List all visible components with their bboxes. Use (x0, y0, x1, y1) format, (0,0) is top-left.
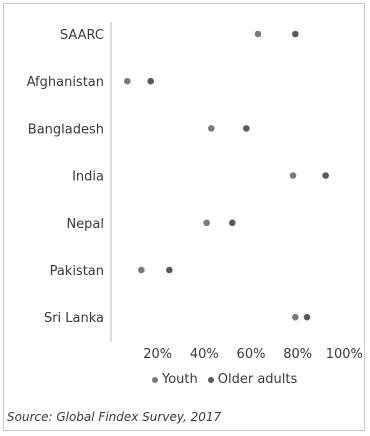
legend-label-youth: Youth (162, 372, 198, 387)
data-point-older-adults (303, 313, 311, 321)
category-label-sri-lanka: Sri Lanka (44, 311, 104, 326)
category-label-pakistan: Pakistan (50, 264, 104, 279)
legend-marker-older-adults (207, 376, 214, 383)
legend-item-youth: Youth (152, 372, 198, 387)
data-point-older-adults (243, 125, 250, 132)
legend-marker-youth (152, 376, 158, 383)
data-point-older-adults (292, 30, 299, 38)
x-tick-label: 100% (326, 347, 363, 362)
chart-legend: Youth Older adults (152, 372, 307, 387)
data-point-youth (124, 77, 131, 85)
x-tick-label: 40% (190, 347, 219, 362)
category-label-nepal: Nepal (66, 217, 104, 232)
data-point-older-adults (322, 172, 329, 179)
x-tick-label: 80% (283, 347, 312, 362)
legend-item-older-adults: Older adults (207, 372, 298, 387)
data-point-youth (208, 125, 215, 132)
category-label-bangladesh: Bangladesh (28, 122, 104, 137)
chart-frame (3, 3, 365, 431)
data-point-youth (254, 30, 262, 38)
x-tick-label: 60% (237, 347, 266, 362)
data-point-youth (289, 172, 297, 179)
source-note: Source: Global Findex Survey, 2017 (7, 410, 222, 424)
legend-label-older-adults: Older adults (217, 372, 298, 387)
data-point-youth (292, 313, 299, 321)
category-label-afghanistan: Afghanistan (27, 75, 104, 90)
data-point-older-adults (166, 266, 173, 274)
data-point-youth (203, 219, 210, 227)
category-label-saarc: SAARC (60, 28, 104, 43)
data-point-older-adults (147, 77, 154, 85)
data-point-youth (138, 266, 145, 274)
data-point-older-adults (229, 219, 236, 227)
x-tick-label: 20% (143, 347, 172, 362)
category-label-india: India (72, 170, 104, 185)
